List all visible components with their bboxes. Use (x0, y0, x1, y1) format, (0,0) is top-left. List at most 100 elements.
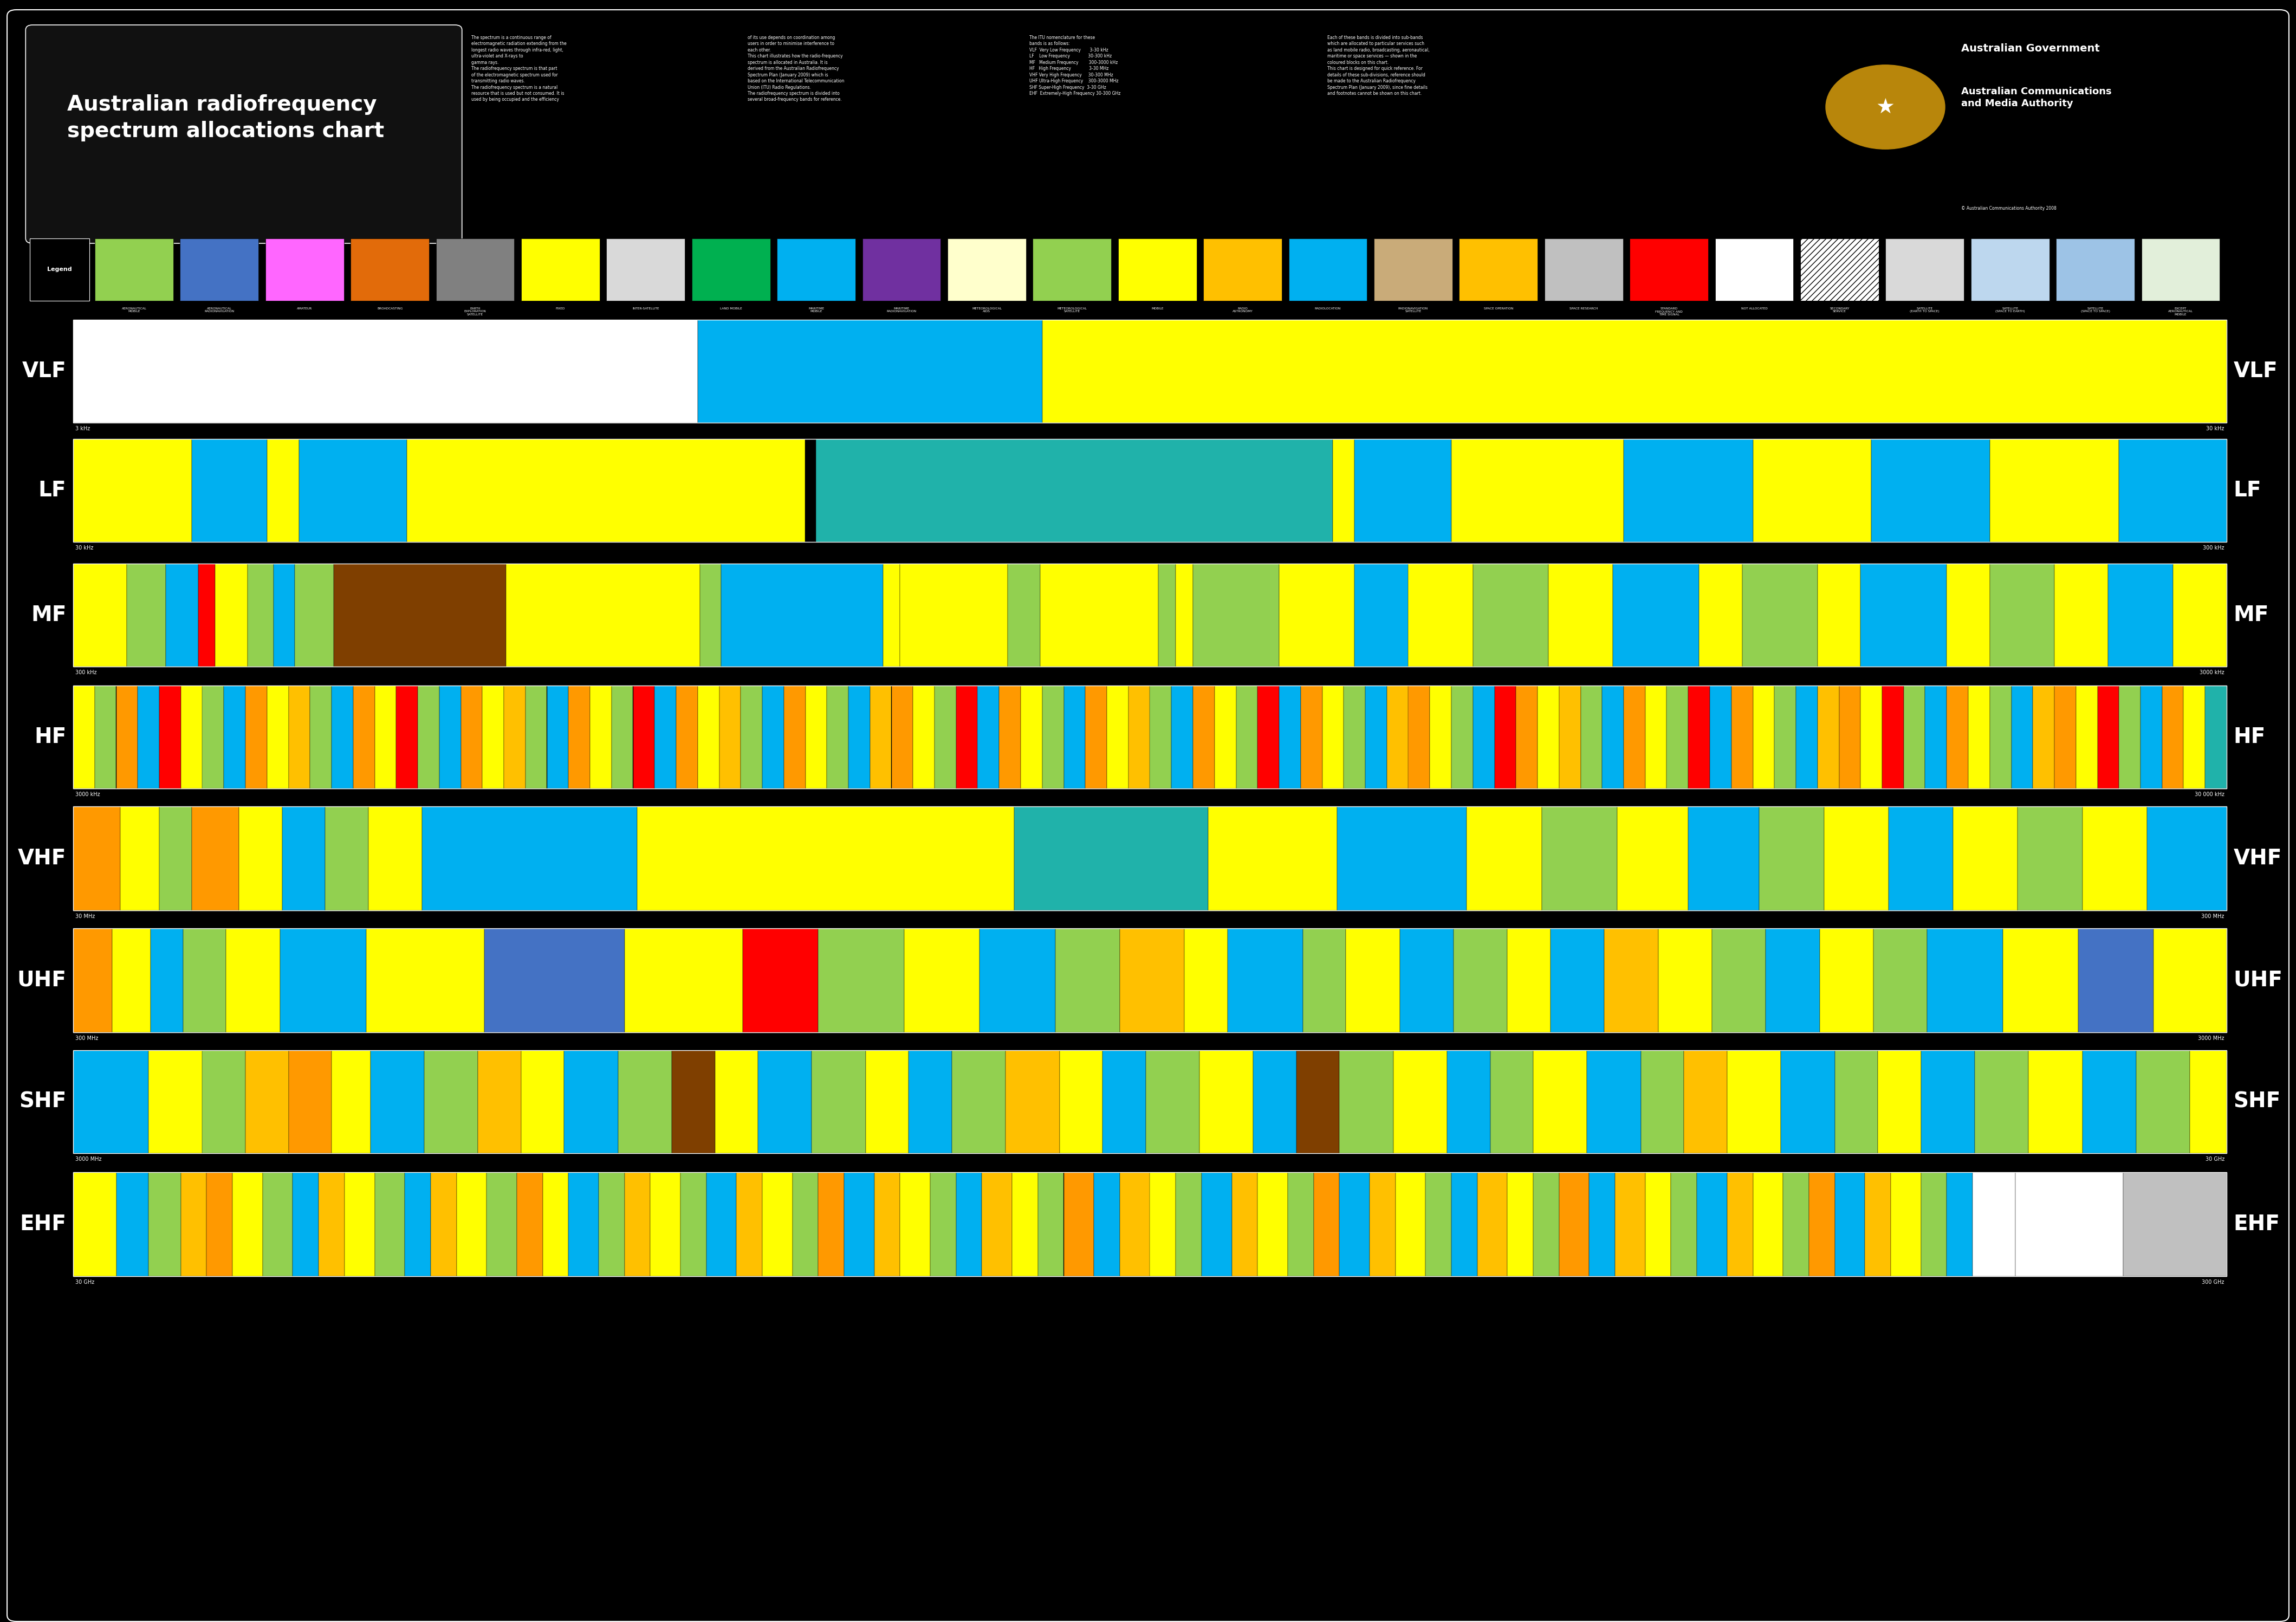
Bar (1355, 563, 1407, 667)
Bar (1056, 928, 1120, 1032)
Bar (625, 1173, 650, 1277)
Bar (1453, 928, 1508, 1032)
Text: INTER-SATELLITE: INTER-SATELLITE (631, 307, 659, 310)
Bar (225, 686, 246, 788)
Text: The ITU nomenclature for these
bands is as follows:
VLF  Very Low Frequency     : The ITU nomenclature for these bands is … (1029, 36, 1120, 96)
Text: LF: LF (39, 480, 67, 501)
Bar (980, 928, 1056, 1032)
Text: FIXED: FIXED (556, 307, 565, 310)
Bar (1396, 1173, 1426, 1277)
Bar (294, 563, 333, 667)
Bar (73, 440, 2227, 542)
Bar (1042, 320, 2227, 423)
Bar (374, 686, 397, 788)
Bar (845, 1173, 875, 1277)
Bar (310, 686, 331, 788)
Bar (1107, 686, 1127, 788)
Bar (719, 686, 742, 788)
Bar (2183, 686, 2204, 788)
Bar (1612, 563, 1699, 667)
Bar (2172, 563, 2227, 667)
Bar (1015, 806, 1208, 910)
Bar (599, 1173, 625, 1277)
Text: 30 GHz: 30 GHz (76, 1280, 94, 1285)
Text: SATELLITE
(SPACE TO SPACE): SATELLITE (SPACE TO SPACE) (2080, 307, 2110, 313)
Bar (73, 320, 698, 423)
Bar (191, 806, 239, 910)
Bar (1300, 686, 1322, 788)
Bar (758, 1051, 813, 1153)
Bar (138, 686, 158, 788)
Text: EXCEPT
AERONAUTICAL
MOBILE: EXCEPT AERONAUTICAL MOBILE (2167, 307, 2193, 316)
Text: 3 kHz: 3 kHz (76, 427, 90, 431)
Bar (806, 686, 827, 788)
Bar (73, 563, 126, 667)
Text: RADIO
ASTRONOMY: RADIO ASTRONOMY (1233, 307, 1254, 313)
Text: VHF: VHF (18, 848, 67, 869)
Bar (1580, 686, 1603, 788)
Bar (905, 928, 980, 1032)
Text: RADIOLOCATION: RADIOLOCATION (1316, 307, 1341, 310)
Bar (875, 1173, 900, 1277)
Bar (422, 806, 638, 910)
Bar (1616, 806, 1688, 910)
Text: UHF: UHF (16, 970, 67, 991)
Bar (165, 563, 197, 667)
Bar (282, 806, 326, 910)
Bar (73, 1173, 117, 1277)
Bar (2190, 1051, 2227, 1153)
Bar (1587, 1051, 1642, 1153)
Bar (700, 563, 721, 667)
Text: 3000 MHz: 3000 MHz (76, 1156, 101, 1161)
Bar (73, 686, 2227, 788)
Bar (326, 806, 367, 910)
Text: SHF: SHF (18, 1092, 67, 1113)
Bar (1968, 686, 1991, 788)
Bar (149, 1051, 202, 1153)
Bar (1727, 1051, 1782, 1153)
Bar (1835, 1051, 1878, 1153)
Bar (1559, 686, 1580, 788)
Bar (930, 1173, 955, 1277)
Bar (900, 563, 1008, 667)
Bar (654, 686, 675, 788)
Bar (2119, 686, 2140, 788)
Bar (152, 928, 184, 1032)
Bar (2011, 686, 2032, 788)
Text: AERONAUTICAL
MOBILE: AERONAUTICAL MOBILE (122, 307, 147, 313)
Bar (1176, 1173, 1201, 1277)
Bar (418, 686, 439, 788)
Bar (1235, 686, 1258, 788)
Bar (955, 1173, 983, 1277)
Bar (2016, 1173, 2124, 1277)
Bar (1991, 563, 2055, 667)
Bar (1451, 1173, 1476, 1277)
Bar (569, 1173, 599, 1277)
Bar (1947, 686, 1968, 788)
Bar (1231, 1173, 1258, 1277)
Bar (1185, 928, 1228, 1032)
Bar (1878, 1051, 1922, 1153)
Bar (202, 686, 225, 788)
Bar (1150, 686, 1171, 788)
Text: SHF: SHF (2234, 1092, 2280, 1113)
Bar (1752, 686, 1775, 788)
Bar (1871, 440, 1991, 542)
Bar (650, 1173, 680, 1277)
Bar (2140, 686, 2163, 788)
Bar (158, 806, 191, 910)
Bar (1228, 928, 1302, 1032)
Bar (319, 1173, 344, 1277)
Bar (1883, 686, 1903, 788)
Bar (776, 238, 856, 300)
Text: SPACE RESEARCH: SPACE RESEARCH (1570, 307, 1598, 310)
Bar (113, 928, 152, 1032)
Bar (1671, 1173, 1697, 1277)
Bar (850, 686, 870, 788)
Bar (1176, 563, 1194, 667)
Bar (521, 238, 599, 300)
Bar (73, 1173, 2227, 1277)
Bar (436, 238, 514, 300)
Bar (232, 1173, 262, 1277)
Bar (266, 686, 289, 788)
